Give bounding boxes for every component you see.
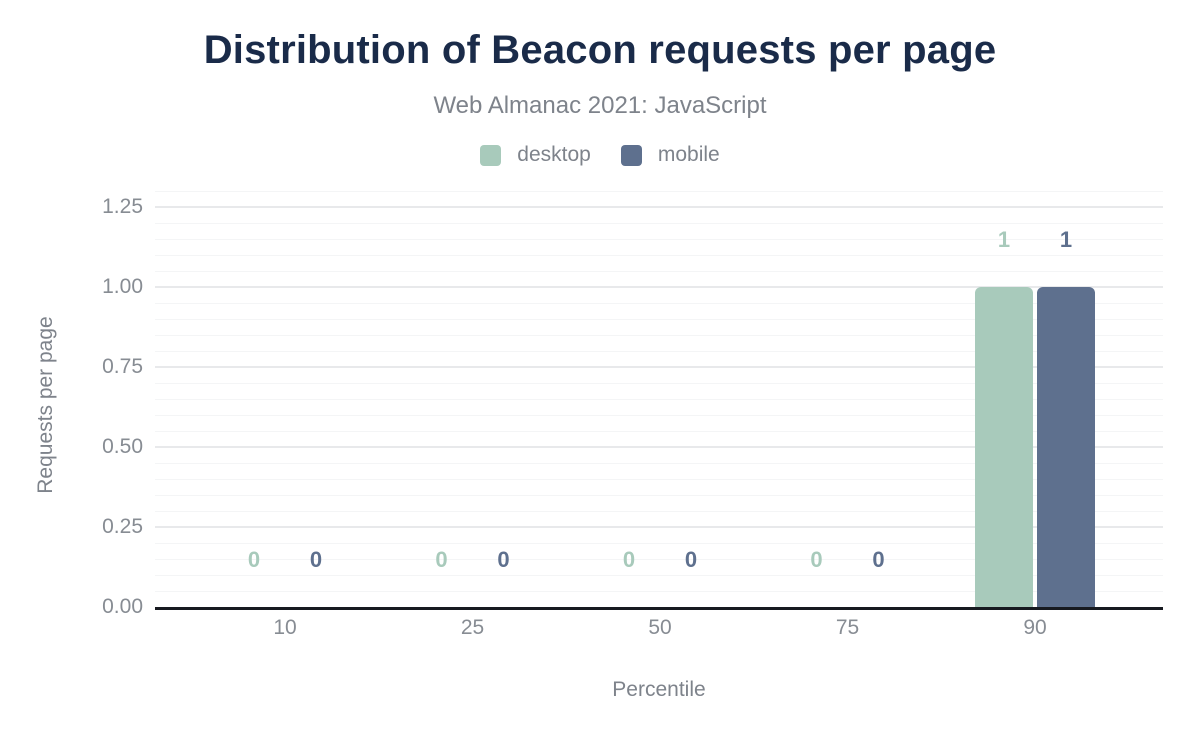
gridline-minor [155,543,1163,544]
gridline-minor [155,191,1163,192]
y-tick-label-1.25: 1.25 [102,195,143,218]
legend-label-desktop: desktop [517,143,591,166]
value-label-desktop-p75: 0 [810,547,823,572]
y-tick-label-0.75: 0.75 [102,355,143,378]
plot-area: 0 0 0 0 1 0 0 0 0 1 [155,191,1163,610]
value-label-desktop-p90: 1 [997,227,1011,252]
gridline-minor [155,559,1163,560]
gridline-minor [155,463,1163,464]
gridline-minor [155,319,1163,320]
value-label-mobile-p90: 1 [1059,227,1073,252]
value-label-mobile-p10: 0 [309,547,323,572]
y-tick-label-0.50: 0.50 [102,435,143,458]
chart-title: Distribution of Beacon requests per page [203,28,997,72]
value-label-desktop-p10: 0 [247,547,261,572]
gridline-minor [155,255,1163,256]
gridline-minor [155,383,1163,384]
value-label-mobile-p75: 0 [872,547,885,572]
value-label-desktop-p50: 0 [622,547,636,572]
gridline-minor [155,415,1163,416]
value-label-mobile-p25: 0 [497,547,510,572]
gridline-minor [155,511,1163,512]
legend: desktop mobile [0,143,1200,167]
gridline-major [155,206,1163,208]
chart-subtitle: Web Almanac 2021: JavaScript [433,92,767,119]
gridline-major [155,286,1163,288]
x-tick-label-75: 75 [835,616,860,639]
gridline-minor [155,351,1163,352]
gridline-minor [155,271,1163,272]
y-tick-label-1.00: 1.00 [102,275,143,298]
x-axis-title: Percentile [612,678,706,701]
value-label-desktop-p25: 0 [435,547,448,572]
gridline-minor [155,495,1163,496]
y-tick-label-0.25: 0.25 [102,515,143,538]
bar-mobile-p90 [1037,287,1095,607]
x-tick-label-50: 50 [648,616,672,639]
gridline-major [155,366,1163,368]
gridline-minor [155,479,1163,480]
desktop-swatch-icon [480,144,502,166]
gridline-minor [155,431,1163,432]
legend-item-mobile: mobile [620,143,720,167]
x-tick-label-90: 90 [1023,616,1047,639]
gridline-minor [155,303,1163,304]
x-tick-label-10: 10 [273,616,297,639]
gridline-major [155,446,1163,448]
y-tick-label-0.00: 0.00 [102,595,143,618]
bar-desktop-p90 [975,287,1033,607]
mobile-swatch-icon [620,144,642,166]
gridline-major [155,526,1163,528]
gridline-minor [155,575,1163,576]
gridline-minor [155,239,1163,240]
value-label-mobile-p50: 0 [684,547,698,572]
legend-label-mobile: mobile [657,143,720,166]
legend-item-desktop: desktop [480,143,591,167]
gridline-minor [155,591,1163,592]
gridline-minor [155,223,1163,224]
x-tick-label-25: 25 [460,616,485,639]
gridline-minor [155,399,1163,400]
gridline-minor [155,335,1163,336]
y-axis-title: Requests per page [34,316,57,494]
